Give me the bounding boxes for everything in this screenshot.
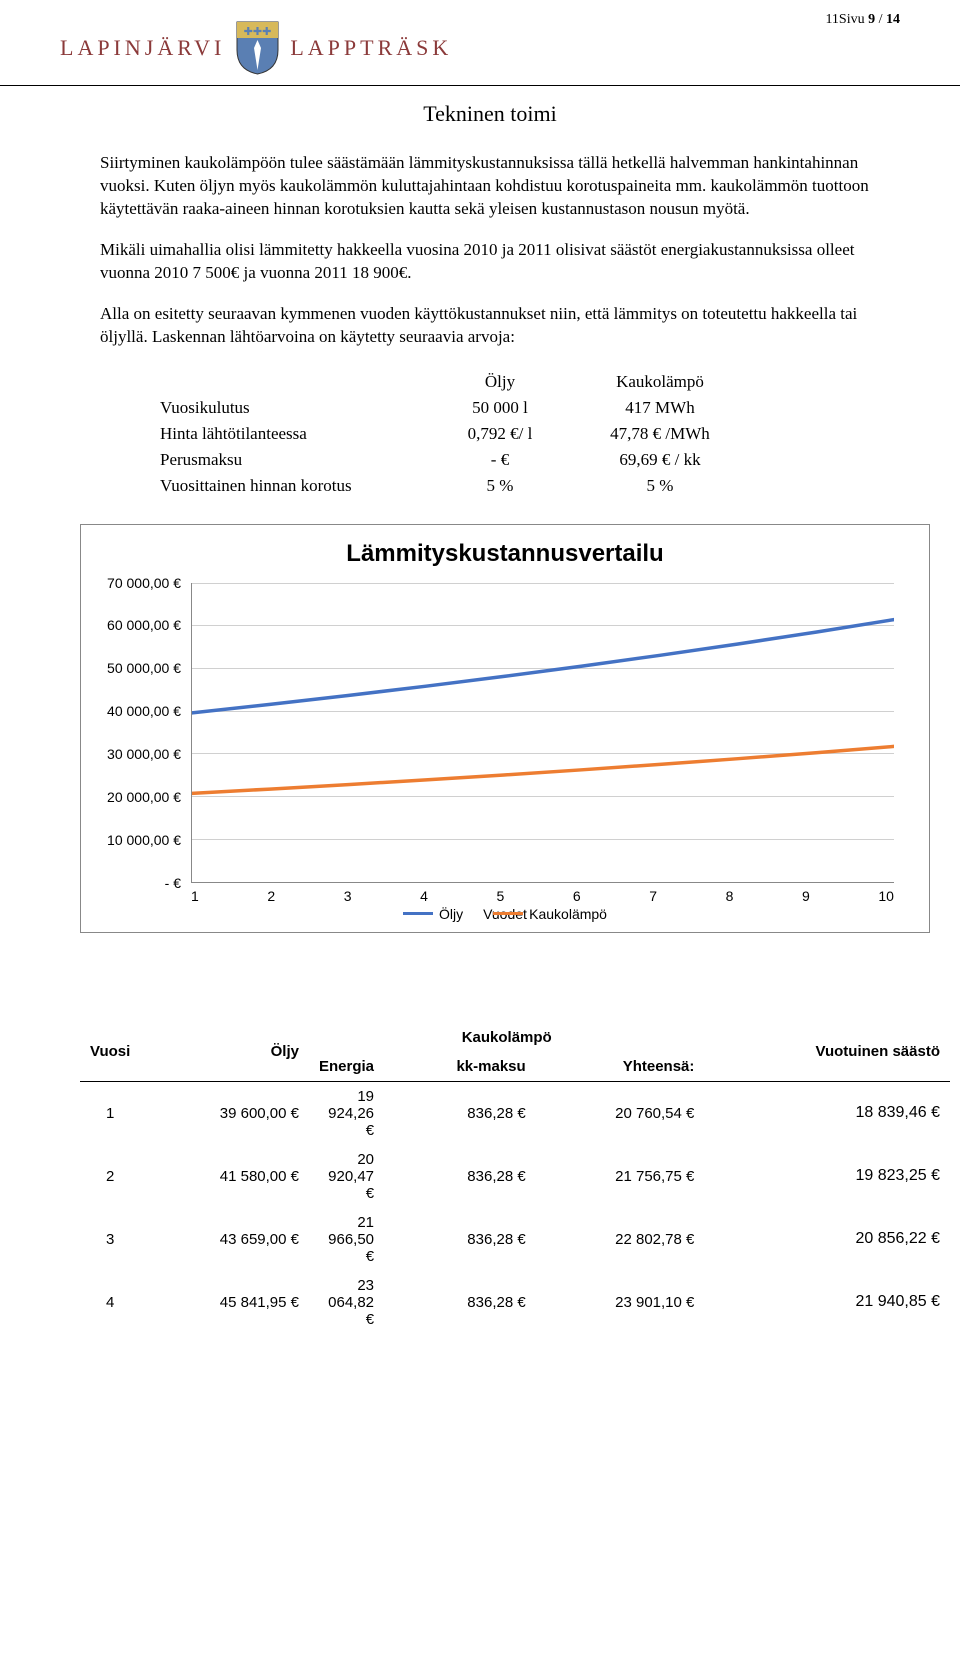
table-row: Vuosikulutus50 000 l417 MWh xyxy=(160,395,740,421)
col-header-district: Kaukolämpö xyxy=(580,369,740,395)
table-row: 343 659,00 €21 966,50 €836,28 €22 802,78… xyxy=(80,1208,950,1271)
paragraph-2: Mikäli uimahallia olisi lämmitetty hakke… xyxy=(100,239,880,285)
municipality-name-sv: LAPPTRÄSK xyxy=(290,35,452,61)
page-marker: 11Sivu xyxy=(825,12,868,27)
col-year: Vuosi xyxy=(80,1023,140,1082)
col-header-oil: Öljy xyxy=(420,369,580,395)
section-title: Tekninen toimi xyxy=(100,101,880,127)
cost-comparison-chart: Lämmityskustannusvertailu - € 10 000,00 … xyxy=(80,524,930,933)
crest-icon: ✚✚✚ xyxy=(235,20,280,75)
chart-legend: Öljy Kaukolämpö xyxy=(96,906,914,922)
page-total: 14 xyxy=(886,12,900,27)
col-energy: Energia xyxy=(309,1052,384,1082)
chart-title: Lämmityskustannusvertailu xyxy=(96,540,914,568)
paragraph-3: Alla on esitetty seuraavan kymmenen vuod… xyxy=(100,303,880,349)
assumptions-table: Öljy Kaukolämpö Vuosikulutus50 000 l417 … xyxy=(160,369,740,499)
chart-y-labels: - € 10 000,00 € 20 000,00 € 30 000,00 € … xyxy=(96,583,186,883)
table-row: 445 841,95 €23 064,82 €836,28 €23 901,10… xyxy=(80,1271,950,1334)
page-number: 11Sivu 9 / 14 xyxy=(825,12,900,28)
table-row: 241 580,00 €20 920,47 €836,28 €21 756,75… xyxy=(80,1145,950,1208)
table-row: Perusmaksu- €69,69 € / kk xyxy=(160,447,740,473)
table-row: Hinta lähtötilanteessa0,792 €/ l47,78 € … xyxy=(160,421,740,447)
col-district-group: Kaukolämpö xyxy=(309,1023,704,1052)
col-oil: Öljy xyxy=(140,1023,309,1082)
chart-x-labels: 12345678910 xyxy=(191,883,894,904)
col-total: Yhteensä: xyxy=(536,1052,705,1082)
document-header: LAPINJÄRVI ✚✚✚ LAPPTRÄSK xyxy=(0,0,960,86)
svg-text:✚✚✚: ✚✚✚ xyxy=(244,26,272,38)
chart-grid xyxy=(191,583,894,883)
yearly-cost-table: Vuosi Öljy Kaukolämpö Vuotuinen säästö E… xyxy=(80,1023,950,1334)
paragraph-1: Siirtyminen kaukolämpöön tulee säästämää… xyxy=(100,152,880,221)
col-saving: Vuotuinen säästö xyxy=(704,1023,950,1082)
page-sep: / xyxy=(875,12,886,27)
col-monthly: kk-maksu xyxy=(384,1052,536,1082)
municipality-name-fi: LAPINJÄRVI xyxy=(60,35,225,61)
table-row: 139 600,00 €19 924,26 €836,28 €20 760,54… xyxy=(80,1081,950,1145)
table-row: Vuosittainen hinnan korotus5 %5 % xyxy=(160,473,740,499)
